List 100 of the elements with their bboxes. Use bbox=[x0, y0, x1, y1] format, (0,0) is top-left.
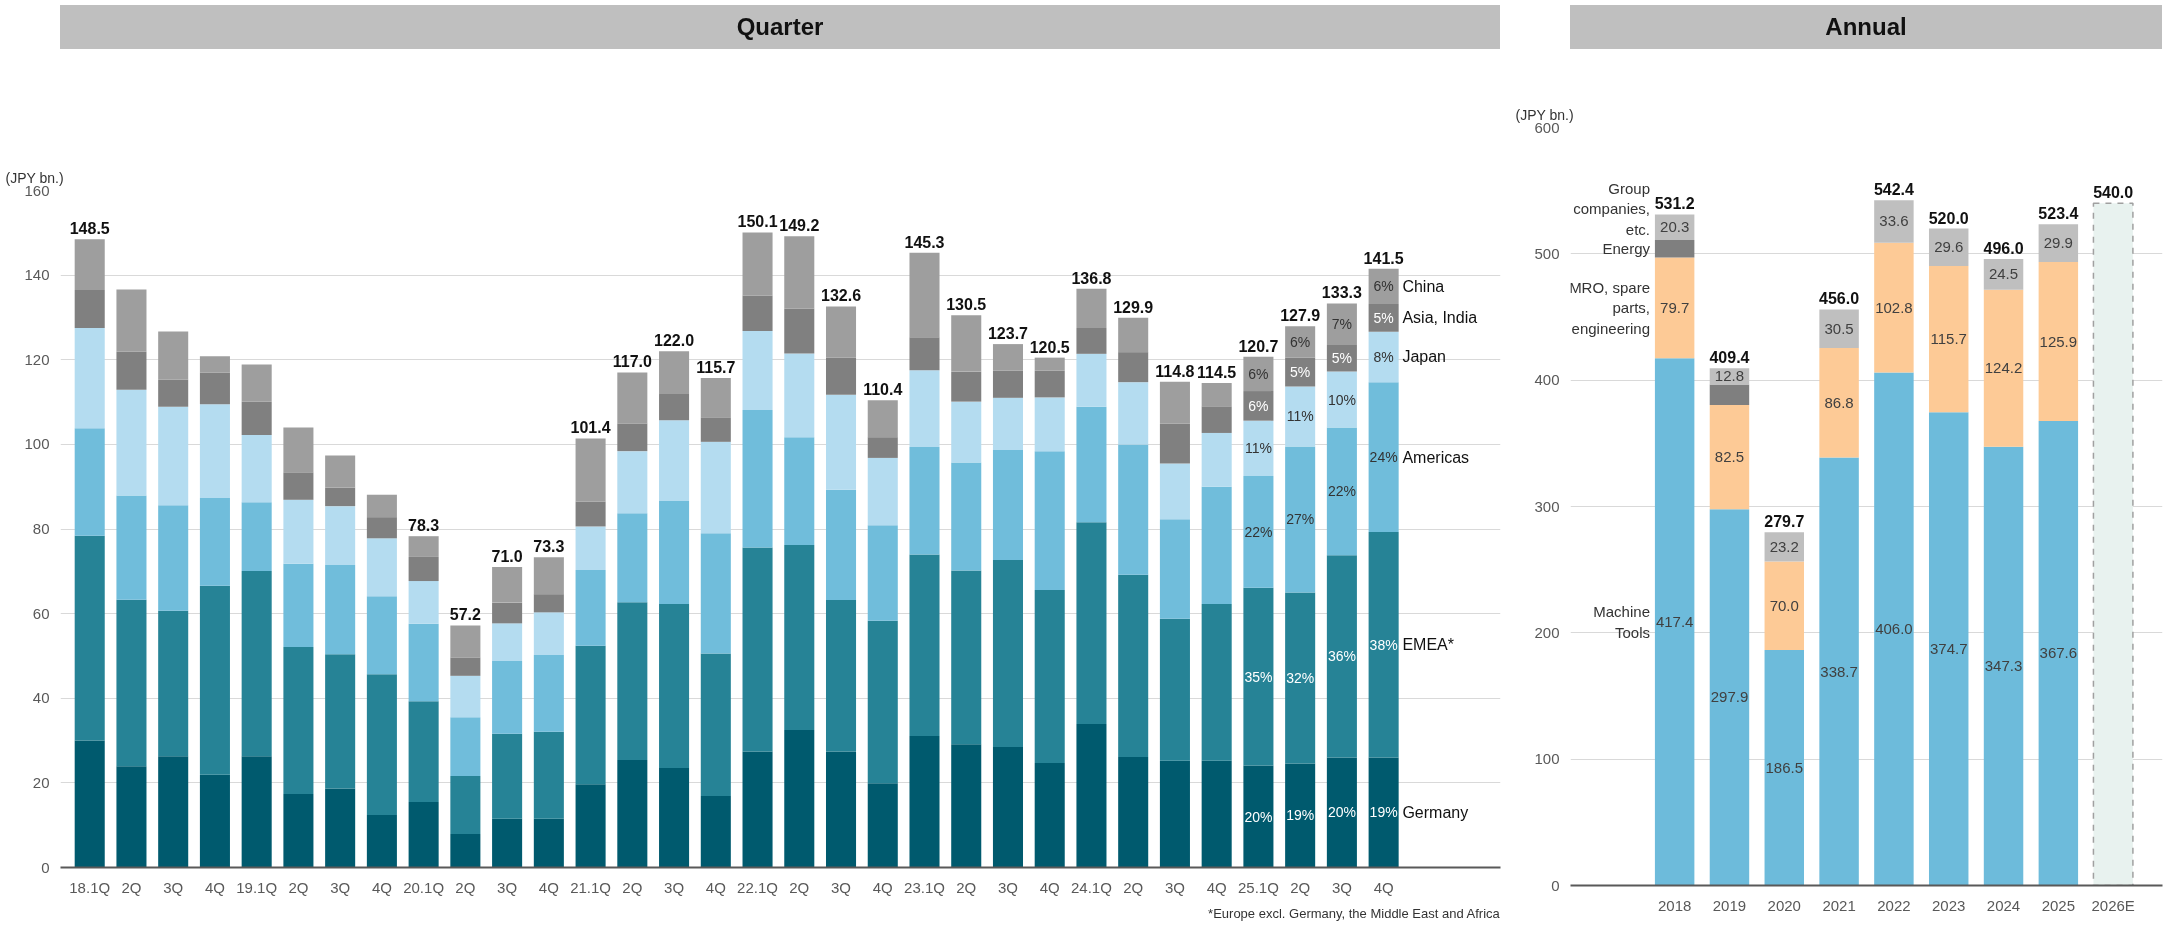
bar bbox=[116, 389, 147, 496]
x-tick-label: 23.1Q bbox=[904, 878, 945, 896]
bar bbox=[784, 236, 815, 309]
bar bbox=[366, 494, 397, 518]
bar bbox=[199, 774, 230, 868]
bar bbox=[241, 364, 272, 402]
bar bbox=[1243, 765, 1274, 868]
bar bbox=[325, 506, 356, 565]
annotation: 7% bbox=[1331, 316, 1353, 333]
bar bbox=[1928, 412, 1969, 886]
data-label: 29.9 bbox=[2043, 234, 2073, 252]
total-label: 73.3 bbox=[533, 538, 565, 556]
bar bbox=[1285, 446, 1316, 593]
total-label: 114.5 bbox=[1197, 364, 1237, 382]
bar bbox=[1764, 561, 1805, 650]
x-tick-label: 2Q bbox=[455, 878, 476, 896]
bar bbox=[826, 306, 857, 358]
annotation: 5% bbox=[1373, 309, 1394, 326]
bar bbox=[1709, 509, 1750, 886]
x-tick-label: 4Q bbox=[872, 878, 893, 896]
total-label: 57.2 bbox=[449, 606, 482, 624]
bar bbox=[116, 289, 147, 352]
bar bbox=[1874, 372, 1914, 886]
series-label: Germany bbox=[1402, 803, 1469, 821]
bar bbox=[283, 793, 314, 868]
annotation: 6% bbox=[1248, 365, 1269, 382]
bar bbox=[450, 657, 481, 676]
series-label: Americas bbox=[1402, 448, 1470, 466]
x-tick-label: 2019 bbox=[1712, 896, 1747, 914]
bar bbox=[533, 655, 564, 732]
total-label: 130.5 bbox=[946, 296, 987, 314]
bar bbox=[1118, 352, 1149, 383]
x-tick-label: 22.1Q bbox=[737, 878, 778, 896]
bar bbox=[1076, 522, 1107, 725]
y-tick-label: 300 bbox=[1534, 497, 1560, 515]
bar bbox=[1076, 724, 1107, 868]
total-label: 110.4 bbox=[863, 381, 903, 399]
bar bbox=[1243, 587, 1274, 766]
bar bbox=[116, 495, 147, 600]
data-label: 24.5 bbox=[1988, 265, 2019, 283]
annotation: 32% bbox=[1286, 669, 1315, 686]
bar bbox=[533, 557, 564, 595]
annotation: 8% bbox=[1373, 349, 1394, 365]
data-label: 417.4 bbox=[1655, 612, 1694, 630]
annotation: 6% bbox=[1248, 397, 1269, 414]
bar bbox=[742, 547, 773, 752]
x-tick-label: 2Q bbox=[288, 878, 309, 896]
bar bbox=[408, 536, 439, 557]
bar bbox=[909, 252, 940, 338]
y-axis-title: (JPY bn.) bbox=[5, 169, 64, 186]
bar bbox=[283, 472, 314, 500]
bar bbox=[492, 602, 523, 624]
bar bbox=[617, 423, 648, 452]
bar bbox=[325, 487, 356, 507]
series-label: EMEA* bbox=[1402, 636, 1454, 654]
bar bbox=[1654, 240, 1695, 258]
bar bbox=[241, 401, 272, 436]
x-tick-label: 2Q bbox=[1290, 878, 1311, 896]
bar bbox=[241, 435, 272, 503]
x-tick-label: 2026E bbox=[2091, 896, 2135, 914]
bar bbox=[199, 372, 230, 405]
bar bbox=[1159, 618, 1190, 761]
bar bbox=[74, 328, 105, 429]
bar bbox=[909, 337, 940, 371]
bar bbox=[158, 756, 189, 868]
bar bbox=[158, 379, 189, 407]
total-label: 115.7 bbox=[696, 358, 736, 376]
bar bbox=[1326, 555, 1357, 758]
bar bbox=[1326, 427, 1357, 556]
data-label: 406.0 bbox=[1875, 620, 1913, 638]
x-tick-label: 24.1Q bbox=[1071, 878, 1112, 896]
bar bbox=[533, 612, 564, 656]
annotation: 6% bbox=[1373, 278, 1394, 295]
bar bbox=[1368, 382, 1399, 532]
bar bbox=[659, 501, 690, 604]
y-tick-label: 20 bbox=[32, 773, 50, 791]
bar bbox=[1034, 589, 1065, 763]
bar bbox=[450, 675, 481, 718]
bar bbox=[74, 428, 105, 536]
data-label: 102.8 bbox=[1875, 298, 1913, 316]
bar bbox=[992, 559, 1023, 747]
total-label: 132.6 bbox=[821, 287, 862, 305]
data-label: 33.6 bbox=[1879, 212, 1909, 230]
bar bbox=[492, 733, 523, 819]
x-tick-label: 3Q bbox=[831, 878, 852, 896]
total-label: 409.4 bbox=[1709, 349, 1750, 367]
bar bbox=[74, 740, 105, 868]
bar bbox=[408, 556, 439, 582]
bar bbox=[283, 427, 314, 473]
bar bbox=[325, 654, 356, 789]
bar bbox=[241, 502, 272, 571]
chart-title: Annual bbox=[1825, 12, 1907, 42]
bar bbox=[492, 818, 523, 868]
x-tick-label: 4Q bbox=[538, 878, 559, 896]
data-label: 374.7 bbox=[1929, 639, 1968, 657]
total-label: 540.0 bbox=[2093, 184, 2134, 202]
y-tick-label: 200 bbox=[1534, 623, 1560, 641]
total-label: 129.9 bbox=[1113, 298, 1154, 316]
bar bbox=[533, 818, 564, 868]
bar bbox=[1368, 531, 1399, 758]
